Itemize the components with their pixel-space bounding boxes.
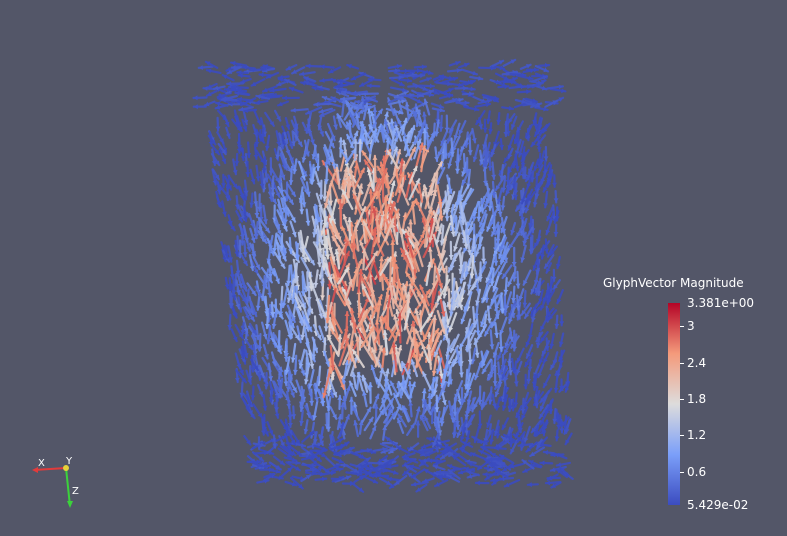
legend-tick-label: 2.4 [687, 355, 707, 370]
legend-min-label: 5.429e-02 [687, 498, 749, 512]
legend-max-label: 3.381e+00 [687, 296, 755, 310]
axis-x-label: X [38, 458, 45, 469]
axes-triad-icon [32, 465, 73, 508]
legend-tick-label: 3 [687, 319, 695, 334]
glyph-group [192, 58, 574, 493]
legend-title: GlyphVector Magnitude [603, 276, 744, 290]
legend-tick-mark [680, 362, 684, 364]
legend-tick-label: 0.6 [687, 464, 707, 479]
axis-y-label: Y [66, 456, 73, 467]
legend-tick-mark [680, 435, 684, 437]
orientation-axes: X Y Z [26, 456, 86, 512]
legend-tick-mark [680, 326, 684, 328]
legend-tick-label: 1.8 [687, 391, 707, 406]
legend-tick-label: 1.2 [687, 428, 707, 443]
axis-z-label: Z [72, 486, 79, 497]
colorbar [668, 303, 680, 505]
legend-tick-mark [680, 398, 684, 400]
legend-tick-mark [680, 471, 684, 473]
scalar-bar-legend: GlyphVector Magnitude 3.381e+00 5.429e-0… [603, 276, 783, 516]
